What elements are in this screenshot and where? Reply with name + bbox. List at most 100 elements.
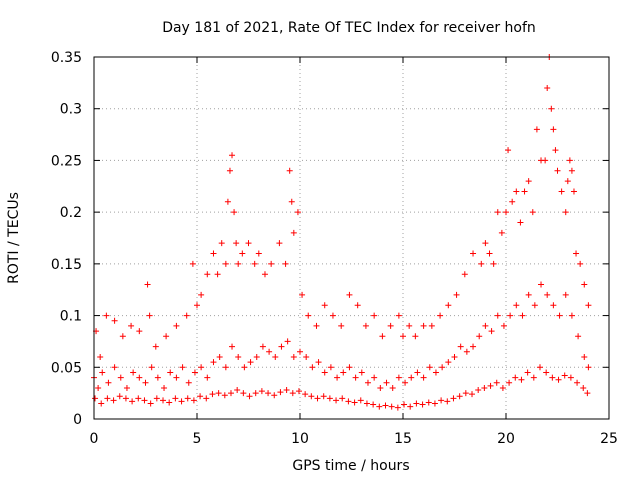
data-point [552,147,559,154]
data-point [457,343,464,350]
data-point [521,188,528,195]
data-point [476,333,483,340]
data-point [406,322,413,329]
data-point [530,374,537,381]
data-point [542,157,549,164]
data-point [179,364,186,371]
data-point [346,364,353,371]
data-point [99,369,106,376]
data-point [513,302,520,309]
data-point [216,353,223,360]
data-point [456,393,463,400]
plot-frame [93,56,610,420]
data-point [234,387,241,394]
data-point [315,359,322,366]
data-point [566,157,573,164]
data-point [487,382,494,389]
data-point [574,379,581,386]
data-point [146,312,153,319]
data-point [110,397,117,404]
data-point [339,395,346,402]
data-point [247,359,254,366]
data-point [544,291,551,298]
data-point [271,392,278,399]
data-point [92,395,99,402]
data-point [387,322,394,329]
data-point [246,393,253,400]
data-point [544,85,551,92]
chart-title: Day 181 of 2021, Rate Of TEC Index for r… [162,20,536,36]
data-point [294,209,301,216]
y-tick-label: 0.15 [51,257,82,273]
data-point [383,379,390,386]
data-point [388,403,395,410]
data-point [222,364,229,371]
data-point [481,384,488,391]
data-point [224,198,231,205]
data-point [488,328,495,335]
data-point [284,338,291,345]
data-point [241,364,248,371]
data-point [334,374,341,381]
data-point [95,384,102,391]
data-point [326,395,333,402]
data-point [104,395,111,402]
data-point [116,393,123,400]
data-point [338,322,345,329]
data-point [486,250,493,257]
data-point [136,374,143,381]
x-tick-label: 15 [394,431,412,447]
x-tick-label: 0 [90,431,99,447]
y-tick-label: 0 [73,412,82,428]
data-point [233,240,240,247]
data-point [309,364,316,371]
data-point [268,260,275,267]
data-point [173,322,180,329]
data-point [198,291,205,298]
data-point [235,353,242,360]
data-point [141,397,148,404]
data-point [299,291,306,298]
data-point [251,260,258,267]
data-point [550,126,557,133]
data-point [519,312,526,319]
data-point [432,369,439,376]
data-point [197,393,204,400]
data-point [382,402,389,409]
data-point [277,389,284,396]
data-point [401,401,408,408]
data-point [302,391,309,398]
y-tick-label: 0.1 [60,309,82,325]
data-point [308,393,315,400]
data-point [295,388,302,395]
data-point [470,250,477,257]
data-point [513,188,520,195]
data-point [379,333,386,340]
data-point [524,369,531,376]
data-point [505,147,512,154]
data-point [111,317,118,324]
data-point [231,209,238,216]
data-point [235,260,242,267]
x-axis-ticks: 0 5 10 15 20 25 [90,57,618,447]
data-point [554,167,561,174]
data-point [160,397,167,404]
data-point [103,312,110,319]
data-point [570,188,577,195]
data-point [329,312,336,319]
data-point [321,369,328,376]
x-tick-label: 5 [193,431,202,447]
data-point [568,312,575,319]
data-point [517,219,524,226]
data-point [142,379,149,386]
data-point [173,374,180,381]
data-point [407,403,414,410]
data-point [98,400,105,407]
data-point [573,250,580,257]
data-point [420,322,427,329]
data-point [346,291,353,298]
data-point [210,359,217,366]
data-point [204,374,211,381]
data-point [303,353,310,360]
data-point [153,395,160,402]
